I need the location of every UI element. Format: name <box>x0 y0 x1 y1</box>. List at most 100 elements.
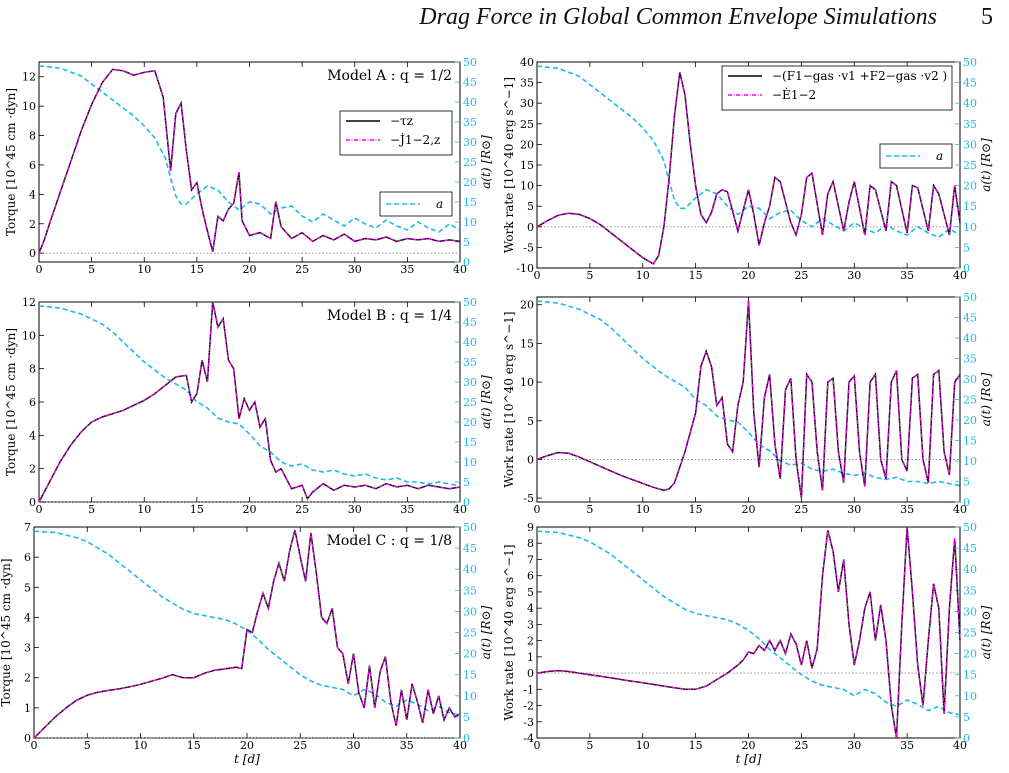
right-tick-label: 35 <box>963 584 977 597</box>
panel-B-work: 0 5 10 15 20 25 30 35 40-50510152005101520253035… <box>502 291 993 516</box>
y-axis-label: Work rate [10^40 erg s^−1] <box>502 77 516 253</box>
legend-label: a <box>936 149 943 163</box>
x-tick-label: 40 <box>953 739 967 752</box>
legend-label: −J̇1−2,z <box>390 132 440 147</box>
running-title: Drag Force in Global Common Envelope Sim… <box>419 4 937 30</box>
axes-frame <box>38 301 461 503</box>
right-tick-label: 0 <box>463 256 470 269</box>
x-tick-label: 0 <box>36 503 43 516</box>
right-tick-label: 0 <box>963 732 970 745</box>
x-tick-label: 5 <box>586 739 593 752</box>
right-tick-label: 50 <box>463 521 477 534</box>
right-tick-label: 20 <box>463 176 477 189</box>
series-line <box>38 301 461 503</box>
y-tick-label: -1 <box>523 683 534 696</box>
x-tick-label: 25 <box>295 263 309 276</box>
x-tick-label: 40 <box>953 269 967 282</box>
right-tick-label: 35 <box>463 116 477 129</box>
x-tick-label: 20 <box>742 503 756 516</box>
right-tick-label: 45 <box>963 312 977 325</box>
y-tick-label: -5 <box>523 241 534 254</box>
legend-label: −τz <box>390 114 413 128</box>
right-tick-label: 5 <box>963 711 970 724</box>
series-line <box>536 300 961 499</box>
x-tick-label: 5 <box>88 503 95 516</box>
y-tick-label: 20 <box>520 138 534 151</box>
right-tick-label: 15 <box>463 669 477 682</box>
y-tick-label: 2 <box>527 635 534 648</box>
y-tick-label: 6 <box>29 396 36 409</box>
right-tick-label: 20 <box>463 416 477 429</box>
x-tick-label: 30 <box>847 739 861 752</box>
y-axis-label: Torque [10^45 cm ·dyn] <box>4 328 18 476</box>
x-tick-label: 0 <box>534 503 541 516</box>
series-line <box>536 526 961 739</box>
x-tick-label: 15 <box>187 739 201 752</box>
right-tick-label: 20 <box>963 414 977 427</box>
right-tick-label: 40 <box>463 336 477 349</box>
right-tick-label: 30 <box>963 138 977 151</box>
y-tick-label: 5 <box>527 586 534 599</box>
right-tick-label: 5 <box>463 476 470 489</box>
right-tick-label: 50 <box>963 56 977 69</box>
y-tick-label: 8 <box>29 363 36 376</box>
x-tick-label: 35 <box>400 739 414 752</box>
series-line-overlay <box>536 300 961 499</box>
x-tick-label: 20 <box>742 739 756 752</box>
x-tick-label: 40 <box>953 503 967 516</box>
x-tick-label: 15 <box>190 263 204 276</box>
x-axis-label: t [d] <box>234 752 260 766</box>
right-tick-label: 5 <box>963 476 970 489</box>
x-tick-label: 35 <box>400 263 414 276</box>
right-tick-label: 25 <box>963 627 977 640</box>
y-tick-label: 15 <box>520 337 534 350</box>
series-line-overlay <box>38 68 461 254</box>
right-tick-label: 50 <box>463 296 477 309</box>
page-number: 5 <box>981 4 993 30</box>
y-tick-label: 8 <box>29 130 36 143</box>
model-label: Model B : q = 1/4 <box>327 308 452 324</box>
right-tick-label: 10 <box>963 455 977 468</box>
x-tick-label: 5 <box>88 263 95 276</box>
right-axis-label: a(t) [R⊙] <box>479 375 493 429</box>
right-tick-label: 25 <box>463 627 477 640</box>
axes-frame <box>38 61 461 263</box>
model-label: Model A : q = 1/2 <box>327 68 452 84</box>
y-tick-label: 12 <box>22 71 36 84</box>
right-tick-label: 0 <box>463 496 470 509</box>
separation-curve <box>536 300 961 487</box>
y-tick-label: 5 <box>527 415 534 428</box>
x-tick-label: 10 <box>137 263 151 276</box>
right-tick-label: 35 <box>963 353 977 366</box>
x-tick-label: 25 <box>295 503 309 516</box>
y-tick-label: 30 <box>520 97 534 110</box>
panel-A-work: 0 5 10 15 20 25 30 35 40-10-50510152025303540051… <box>502 56 993 282</box>
right-tick-label: 10 <box>463 456 477 469</box>
y-tick-label: 8 <box>527 537 534 550</box>
right-tick-label: 35 <box>963 118 977 131</box>
y-tick-label: 20 <box>520 299 534 312</box>
legend-box <box>879 143 953 169</box>
right-tick-label: 10 <box>463 216 477 229</box>
x-tick-label: 40 <box>453 263 467 276</box>
x-tick-label: 30 <box>847 269 861 282</box>
right-tick-label: 40 <box>963 332 977 345</box>
right-tick-label: 40 <box>463 96 477 109</box>
y-axis-label: Work rate [10^40 erg s^−1] <box>502 311 516 487</box>
x-tick-label: 30 <box>348 503 362 516</box>
y-tick-label: 0 <box>29 247 36 260</box>
right-tick-label: 35 <box>463 584 477 597</box>
right-tick-label: 15 <box>963 200 977 213</box>
x-tick-label: 20 <box>742 269 756 282</box>
right-tick-label: 0 <box>963 496 970 509</box>
right-tick-label: 35 <box>463 356 477 369</box>
y-tick-label: 6 <box>24 551 31 564</box>
series-line-overlay <box>33 529 461 739</box>
y-tick-label: 10 <box>22 100 36 113</box>
y-tick-label: 10 <box>22 329 36 342</box>
right-tick-label: 5 <box>463 711 470 724</box>
separation-curve <box>536 65 961 239</box>
model-label: Model C : q = 1/8 <box>327 533 452 549</box>
x-tick-label: 15 <box>190 503 204 516</box>
right-tick-label: 0 <box>463 732 470 745</box>
